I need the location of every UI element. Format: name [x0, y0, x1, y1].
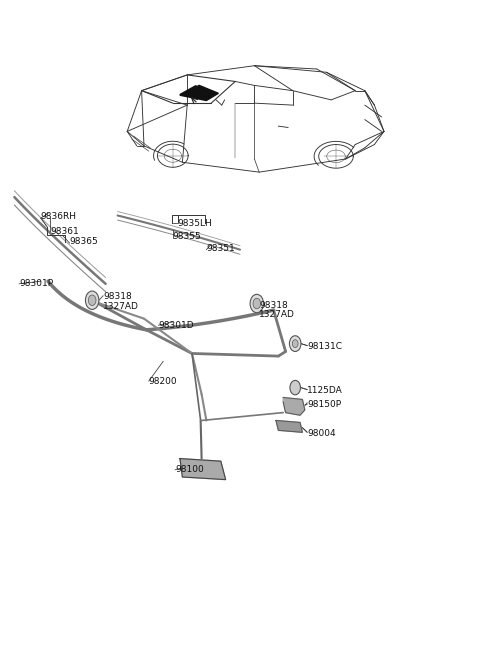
Text: 98200: 98200	[149, 376, 178, 386]
Polygon shape	[180, 459, 226, 480]
Text: 98150P: 98150P	[307, 399, 341, 409]
Text: 1125DA: 1125DA	[307, 386, 343, 396]
Text: 98131C: 98131C	[307, 342, 342, 351]
Text: 98004: 98004	[307, 429, 336, 438]
Text: 9835LH: 9835LH	[178, 219, 212, 228]
Text: 98100: 98100	[175, 465, 204, 474]
Circle shape	[85, 291, 99, 309]
Text: 98361: 98361	[50, 227, 79, 236]
Text: 9836RH: 9836RH	[41, 212, 77, 221]
Text: 98318: 98318	[259, 301, 288, 310]
Circle shape	[250, 294, 264, 313]
Polygon shape	[283, 397, 305, 415]
Text: 98365: 98365	[70, 237, 98, 246]
Text: 98301P: 98301P	[19, 279, 53, 288]
Circle shape	[289, 336, 301, 351]
Text: 98318: 98318	[103, 292, 132, 302]
Text: 98301D: 98301D	[158, 321, 194, 330]
Text: 98351: 98351	[206, 244, 235, 253]
Polygon shape	[180, 85, 218, 101]
Circle shape	[88, 295, 96, 306]
Circle shape	[253, 298, 261, 309]
Text: 1327AD: 1327AD	[259, 310, 295, 319]
Text: 1327AD: 1327AD	[103, 302, 139, 311]
Text: 98355: 98355	[173, 232, 202, 241]
Circle shape	[290, 380, 300, 395]
Polygon shape	[276, 420, 302, 432]
Circle shape	[292, 340, 298, 348]
